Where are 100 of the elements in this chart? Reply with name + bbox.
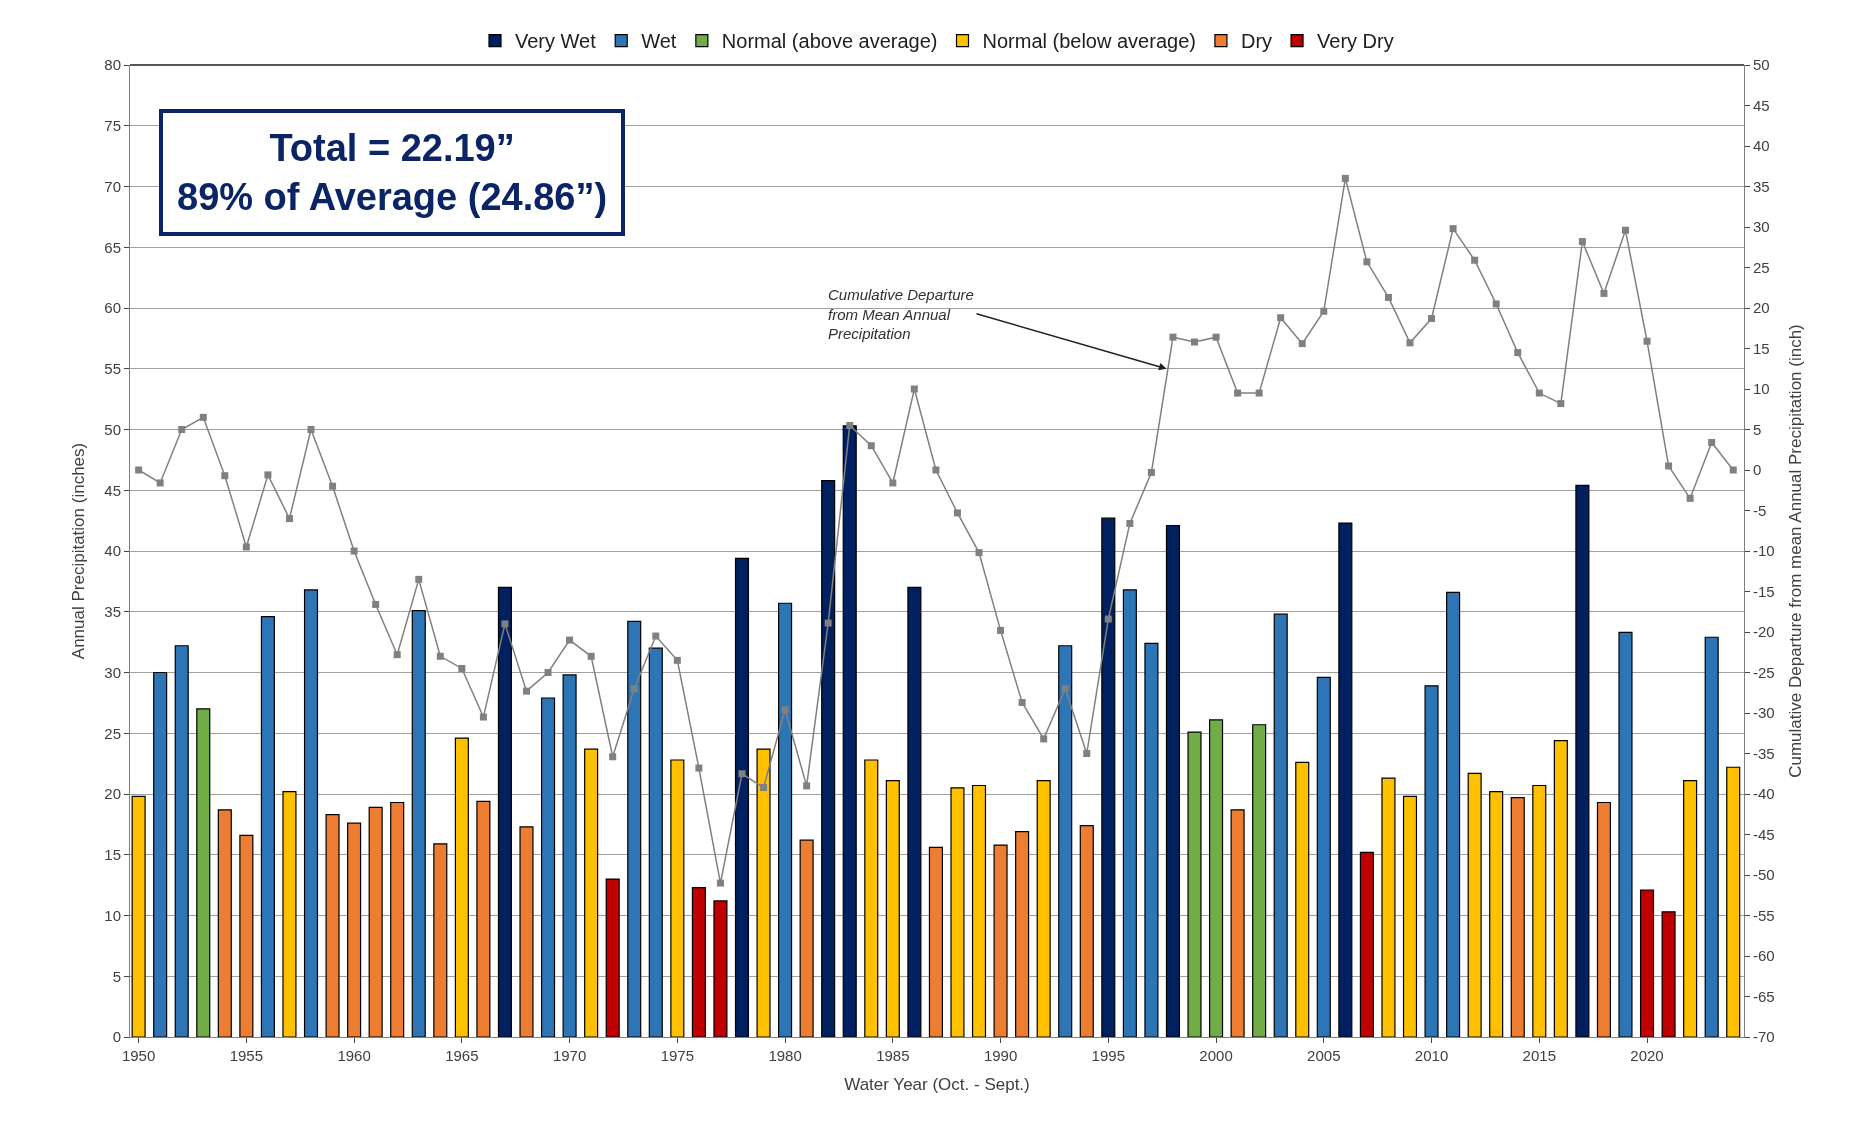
y-tick-label: 80 [104,56,121,74]
bar [282,790,297,1037]
bar [584,748,599,1037]
y-tick-label: 30 [104,663,121,681]
bar [1295,761,1310,1037]
y2-axis-title: Cumulative Departure from mean Annual Precipitation (inch) [1786,324,1806,778]
y2-tick-label: 5 [1753,420,1762,438]
bar [691,886,706,1037]
y-tick-label: 50 [104,420,121,438]
x-tick-label: 2015 [1522,1047,1556,1064]
x-tick-label: 1970 [552,1047,587,1064]
bar [1252,724,1267,1037]
bar [971,784,987,1037]
y-tick-label: 15 [104,846,121,863]
y2-tick-label: 0 [1753,461,1762,479]
x-tick-label: 2005 [1307,1047,1341,1064]
y2-tick-label: 40 [1753,137,1770,155]
bar [1532,784,1547,1037]
y-tick-label: 5 [112,967,121,985]
legend-label: Very Wet [515,30,597,53]
bar [1230,809,1245,1037]
y2-tick-label: 50 [1753,56,1770,74]
y2-tick-label: -65 [1753,987,1775,1005]
y-tick-label: 45 [104,481,121,499]
bar [821,479,836,1037]
bar [1618,631,1633,1037]
bar [1316,676,1331,1037]
bar [1575,484,1590,1037]
bar [1122,589,1137,1037]
legend-label: Dry [1240,30,1273,53]
bar [497,586,513,1037]
y2-tick-label: -30 [1753,704,1775,722]
bar [217,809,232,1037]
bar [993,844,1008,1037]
y2-tick-label: -55 [1753,906,1775,924]
y-tick-label: 20 [104,785,121,803]
y-tick-label: 25 [104,724,121,742]
x-tick-label: 1980 [768,1047,802,1064]
bar [390,801,405,1037]
y2-tick-label: 20 [1753,299,1770,317]
bar [454,737,469,1037]
bar [368,806,383,1037]
y-tick-label: 40 [104,542,121,560]
legend-label: Very Dry [1317,30,1394,53]
bar [1704,636,1719,1037]
bar [1510,797,1525,1037]
bar [1446,591,1461,1037]
y2-tick-label: -40 [1753,785,1775,803]
bar [411,609,426,1037]
bar [778,602,793,1037]
annotation: Cumulative Departure from Mean Annual Precipitation [828,286,974,342]
bar [1036,780,1051,1037]
bar [1402,795,1418,1037]
bar [1381,777,1396,1037]
bar [799,839,814,1037]
x-tick-label: 1960 [337,1047,371,1064]
x-tick-label: 1990 [983,1047,1018,1064]
bar [1338,522,1353,1037]
y2-tick-label: -70 [1753,1028,1775,1046]
x-tick-label: 1985 [876,1047,910,1064]
y-tick-label: 75 [104,117,121,134]
bar [1015,831,1030,1037]
bar [950,787,965,1037]
bar [864,759,879,1037]
y2-tick-label: -45 [1753,825,1775,843]
y2-tick-label: -35 [1753,744,1775,762]
bar [1683,780,1698,1037]
y2-tick-label: -5 [1753,501,1767,519]
bar [433,843,448,1037]
y-tick-label: 70 [104,177,121,195]
y2-tick-label: -20 [1753,623,1775,641]
y2-tick-label: -15 [1753,582,1775,600]
bar [1144,642,1159,1037]
bar [303,589,319,1037]
bar [928,846,943,1037]
bar [174,645,189,1037]
x-tick-label: 1950 [121,1047,156,1064]
bar [1273,613,1288,1037]
y-tick-label: 60 [104,299,121,317]
y2-tick-label: 25 [1753,258,1770,276]
bar [885,780,900,1037]
bar [1187,731,1202,1037]
y-tick-label: 0 [112,1028,121,1046]
x-tick-label: 1955 [229,1047,264,1064]
x-tick-label: 2010 [1414,1047,1449,1064]
y2-tick-label: 35 [1753,177,1770,195]
bar [1596,801,1611,1037]
bar [713,900,728,1037]
bar [1424,685,1439,1037]
bar [519,826,534,1037]
bar [153,671,168,1037]
bar [734,557,750,1037]
bar [131,795,146,1037]
y-tick-label: 65 [104,238,121,256]
bar [1101,517,1116,1037]
bar [1165,524,1181,1037]
bar [196,708,211,1037]
bar [1359,851,1374,1037]
y-tick-label: 55 [104,360,121,377]
bar [1208,719,1224,1037]
